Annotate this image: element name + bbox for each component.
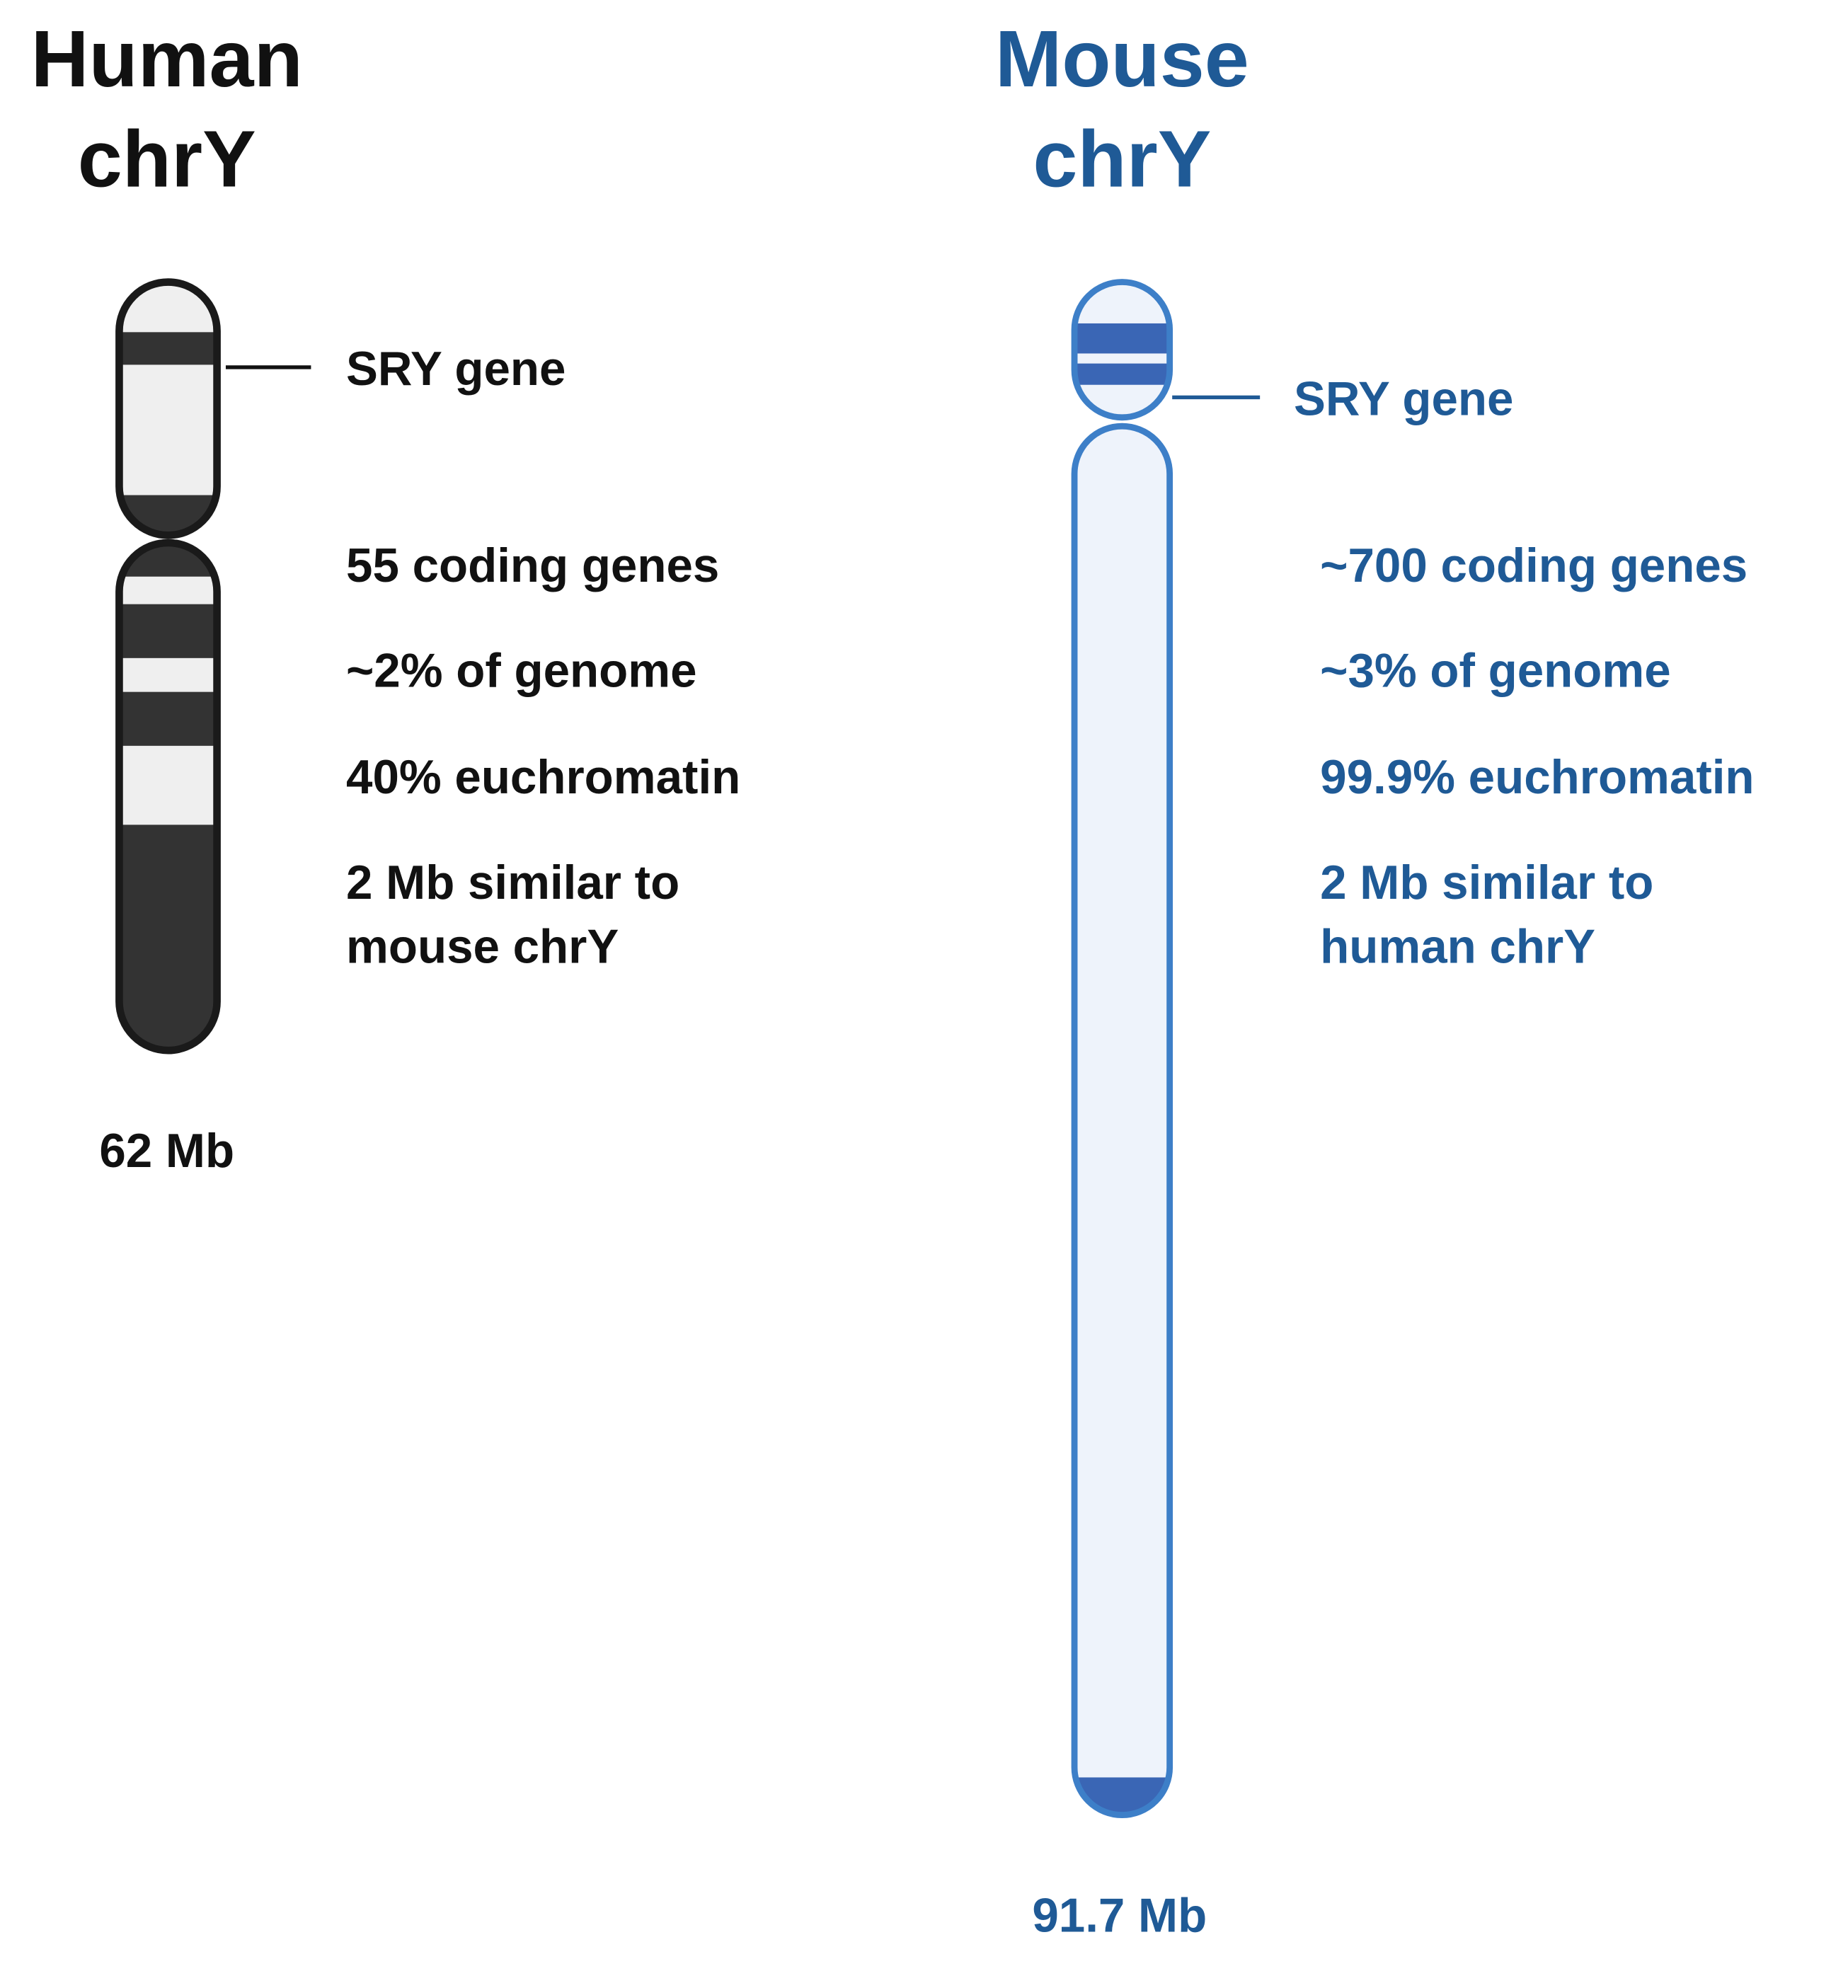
mouse-title: chrY bbox=[1033, 115, 1211, 205]
sry-label: SRY gene bbox=[1294, 372, 1513, 425]
sry-label: SRY gene bbox=[346, 343, 566, 396]
fact: 2 Mb similar to bbox=[346, 856, 679, 909]
human-chromosome bbox=[115, 278, 221, 1055]
fact: 40% euchromatin bbox=[346, 751, 740, 804]
fact: human chrY bbox=[1320, 920, 1595, 973]
fact: ~2% of genome bbox=[346, 645, 696, 698]
human-title: Human bbox=[31, 14, 303, 104]
size-label: 62 Mb bbox=[99, 1125, 234, 1178]
fact: 99.9% euchromatin bbox=[1320, 751, 1754, 804]
fact: ~700 coding genes bbox=[1320, 539, 1747, 592]
fact: 55 coding genes bbox=[346, 539, 719, 592]
mouse-chromosome bbox=[1071, 279, 1173, 1819]
fact: ~3% of genome bbox=[1320, 645, 1670, 698]
mouse-title: Mouse bbox=[995, 14, 1249, 104]
size-label: 91.7 Mb bbox=[1032, 1889, 1207, 1942]
fact: mouse chrY bbox=[346, 920, 619, 973]
human-title: chrY bbox=[78, 115, 256, 205]
fact: 2 Mb similar to bbox=[1320, 856, 1653, 909]
